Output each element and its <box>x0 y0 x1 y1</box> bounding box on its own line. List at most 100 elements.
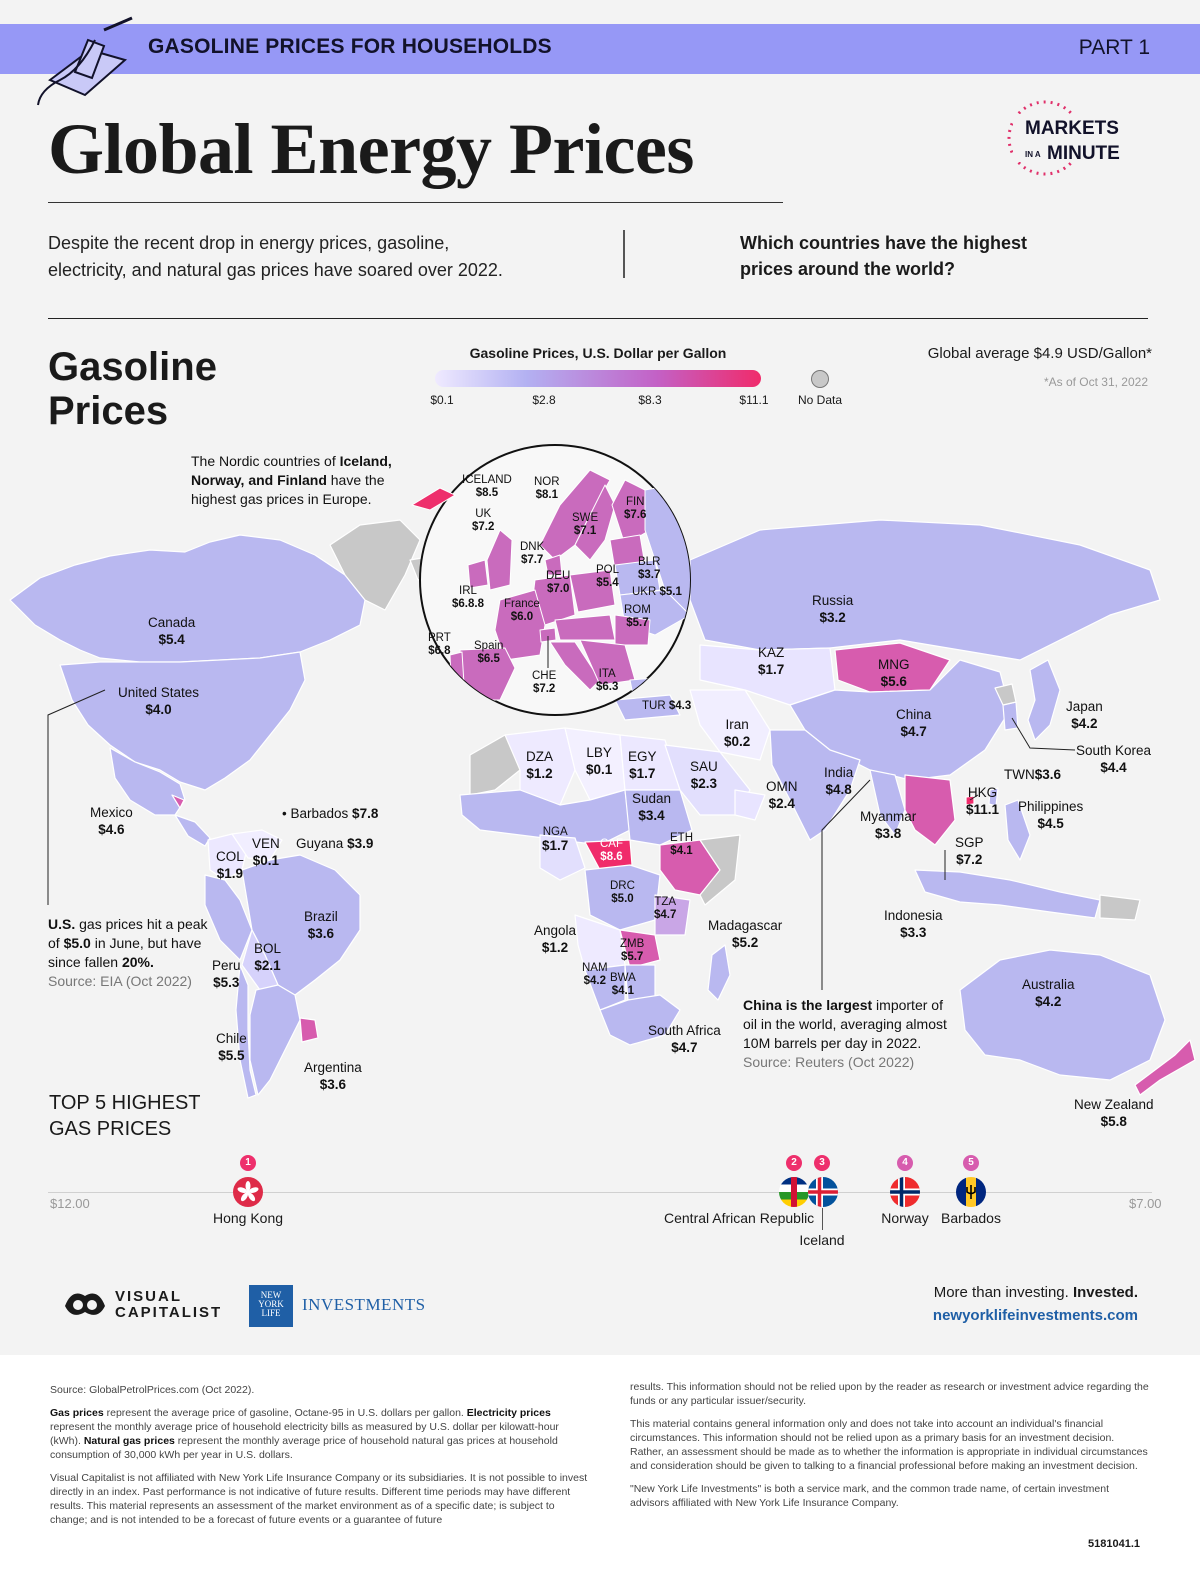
visual-capitalist-logo-icon <box>65 1293 105 1315</box>
label-ukraine: UKR $5.1 <box>632 586 682 598</box>
rank-badge-2: 2 <box>786 1155 802 1171</box>
label-south-korea: South Korea $4.4 <box>1076 743 1152 775</box>
label-new-zealand: New Zealand $5.8 <box>1074 1097 1154 1129</box>
label-mexico: Mexico $4.6 <box>90 805 133 837</box>
rank-badge-3: 3 <box>814 1155 830 1171</box>
country-russia <box>689 519 1161 661</box>
label-angola: Angola $1.2 <box>534 923 577 955</box>
country-central-america <box>174 814 211 847</box>
label-nigeria: NGA $1.7 <box>542 826 569 853</box>
iceland-inset-shape <box>410 487 457 511</box>
label-libya: LBY $0.1 <box>586 745 613 777</box>
label-bolivia: BOL $2.1 <box>254 941 282 973</box>
country-philippines <box>1004 799 1031 861</box>
label-canada: Canada $5.4 <box>148 615 196 647</box>
label-indonesia: Indonesia $3.3 <box>884 908 943 940</box>
label-poland: POL $5.4 <box>596 564 620 589</box>
footer <box>0 1355 1200 1573</box>
country-greenland <box>329 519 421 611</box>
label-norway: NOR $8.1 <box>534 476 560 501</box>
europe-switzerland <box>539 627 557 643</box>
footer-disclaimer-1: Visual Capitalist is not affiliated with… <box>50 1472 588 1526</box>
label-finland: FIN $7.6 <box>624 496 647 521</box>
top5-scale-right: $7.00 <box>1129 1196 1162 1211</box>
intro-text: Despite the recent drop in energy prices… <box>48 233 503 280</box>
country-madagascar <box>707 944 731 1001</box>
rank-badge-4: 4 <box>897 1155 913 1171</box>
label-mongolia: MNG $5.6 <box>878 657 910 689</box>
china-callout-line <box>821 779 871 990</box>
country-myanmar <box>869 769 906 836</box>
label-argentina: Argentina $3.6 <box>304 1060 362 1092</box>
logo-line2a: IN A <box>1025 150 1041 159</box>
label-madagascar: Madagascar $5.2 <box>708 918 783 950</box>
us-callout-line <box>47 689 106 905</box>
south-korea-callout-line <box>1011 717 1076 751</box>
label-singapore: SGP $7.2 <box>955 835 984 867</box>
label-italy: ITA $6.3 <box>596 668 619 693</box>
country-namibia <box>584 964 626 1011</box>
intro-question: Which countries have the highest prices … <box>740 233 1028 279</box>
country-nigeria <box>539 834 586 881</box>
header-banner: GASOLINE PRICES FOR HOUSEHOLDS PART 1 <box>0 16 1200 106</box>
label-namibia: NAM $4.2 <box>582 962 608 987</box>
legend-no-data-label: No Data <box>797 393 843 407</box>
country-tanzania <box>654 894 691 936</box>
europe-romania <box>614 614 651 646</box>
label-portugal: PRT $6.8 <box>428 632 451 657</box>
label-kazakhstan: KAZ $1.7 <box>758 645 785 677</box>
tagline: More than investing. Invested. <box>933 1284 1138 1301</box>
label-australia: Australia $4.2 <box>1022 977 1075 1009</box>
label-spain: Spain $6.5 <box>474 640 504 665</box>
norway-flag-icon <box>890 1177 920 1207</box>
legend-gradient <box>435 370 761 387</box>
top5-name-4: Norway <box>881 1210 929 1226</box>
label-romania: ROM $5.7 <box>624 604 651 629</box>
label-oman: OMN $2.4 <box>766 779 798 811</box>
banner-part: PART 1 <box>1078 36 1150 59</box>
country-south-africa <box>599 994 681 1046</box>
country-taiwan <box>988 787 999 807</box>
country-north-korea <box>994 683 1017 706</box>
top5-name-1: Hong Kong <box>212 1210 284 1226</box>
country-canada <box>9 534 366 663</box>
label-switzerland: CHE $7.2 <box>532 670 557 695</box>
europe-poland <box>569 569 616 613</box>
footer-disclaimer-3: This material contains general informati… <box>630 1418 1148 1472</box>
label-myanmar: Myanmar $3.8 <box>860 809 917 841</box>
footer-left-column: Source: GlobalPetrolPrices.com (Oct 2022… <box>50 1383 590 1536</box>
gas-pump-icon <box>37 16 133 106</box>
intro-divider <box>623 230 625 278</box>
label-south-africa: South Africa $4.7 <box>648 1023 721 1055</box>
nordic-annotation: The Nordic countries of Iceland, Norway,… <box>191 453 392 507</box>
legend-tick-3: $11.1 <box>739 393 769 407</box>
country-zambia <box>619 929 661 969</box>
label-russia: Russia $3.2 <box>812 593 854 625</box>
label-ethiopia: ETH $4.1 <box>670 832 693 857</box>
label-ireland: IRL $6.8.8 <box>452 585 484 610</box>
legend-no-data-swatch <box>811 370 829 388</box>
country-new-zealand <box>1134 1039 1196 1096</box>
country-turkey <box>614 694 681 721</box>
page-title: Global Energy Prices <box>48 109 694 189</box>
top5-name-2: Central African Republic <box>664 1210 815 1226</box>
label-turkey: TUR $4.3 <box>642 700 692 712</box>
europe-ireland <box>467 559 489 589</box>
footer-source: Source: GlobalPetrolPrices.com (Oct 2022… <box>50 1384 255 1396</box>
section-title: Gasoline Prices <box>48 345 217 433</box>
europe-portugal <box>449 651 466 701</box>
label-sudan: Sudan $3.4 <box>632 791 672 823</box>
label-egypt: EGY $1.7 <box>628 749 657 781</box>
central-african-republic-flag-icon <box>779 1177 809 1207</box>
country-indochina <box>904 774 956 846</box>
label-denmark: DNK $7.7 <box>520 541 545 566</box>
label-china: China $4.7 <box>896 707 932 739</box>
legend-tick-2: $8.3 <box>638 393 662 407</box>
country-chile <box>235 964 257 1099</box>
footer-definitions: Gas prices represent the average price o… <box>50 1407 559 1461</box>
nyl-website-link[interactable]: newyorklifeinvestments.com <box>932 1307 1138 1324</box>
new-york-life-logo: NEW YORK LIFE <box>249 1285 293 1327</box>
world-map <box>9 444 1196 1099</box>
label-iran: Iran $0.2 <box>724 717 751 749</box>
label-uk: UK $7.2 <box>472 508 495 533</box>
